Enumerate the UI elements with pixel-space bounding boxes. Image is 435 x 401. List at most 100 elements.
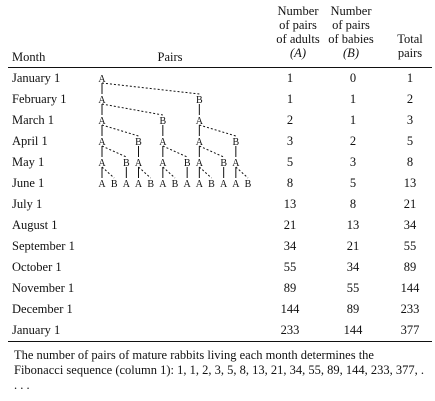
table-row: October 1 55 34 89	[0, 257, 435, 278]
tree-node-baby: B	[208, 179, 215, 190]
babies-cell: 5	[349, 176, 357, 190]
adults-cell: 89	[283, 281, 297, 295]
caption-rule	[8, 341, 432, 342]
tree-node-adult: A	[98, 179, 106, 190]
adults-cell: 34	[283, 239, 297, 253]
table-row: May 1 5 3 8	[0, 152, 435, 173]
header-adults-line-2: of pairs	[279, 18, 317, 32]
tree-edge	[101, 145, 127, 158]
month-cell: September 1	[12, 239, 75, 253]
tree-node-adult: A	[98, 116, 106, 127]
header-adults-line-3: of adults	[276, 32, 320, 46]
adults-cell: 3	[286, 134, 294, 148]
month-cell: October 1	[12, 260, 62, 274]
total-cell: 8	[406, 155, 414, 169]
tree-edge	[199, 124, 236, 137]
tree-node-adult: A	[135, 179, 143, 190]
header-babies: Number of pairs of babies (B)	[320, 4, 382, 60]
header-total-line-2: pairs	[397, 46, 423, 60]
table-row: January 1 233 144 377	[0, 320, 435, 341]
header-rule	[8, 67, 432, 68]
tree-node-adult: A	[196, 137, 204, 148]
caption-text: The number of pairs of mature rabbits li…	[14, 348, 425, 392]
tree-edge	[101, 124, 139, 137]
header-pairs: Pairs	[157, 50, 183, 64]
tree-edge	[101, 103, 163, 116]
adults-cell: 2	[286, 113, 294, 127]
header-adults-line-1: Number	[277, 4, 319, 18]
babies-cell: 144	[343, 323, 363, 337]
total-cell: 377	[400, 323, 420, 337]
total-cell: 34	[403, 218, 417, 232]
tree-node-adult: A	[98, 95, 106, 106]
tree-edge	[101, 166, 115, 179]
tree-node-adult: A	[220, 179, 228, 190]
tree-node-adult: A	[159, 158, 167, 169]
total-cell: 2	[406, 92, 414, 106]
adults-cell: 5	[286, 155, 294, 169]
total-cell: 21	[403, 197, 417, 211]
rabbit-family-tree: AA BA B AA B A A BA B A A B A B AA B A A B A B A A B A A B	[98, 74, 251, 190]
babies-cell: 1	[349, 113, 357, 127]
tree-edge	[235, 166, 249, 179]
babies-cell: 2	[349, 134, 357, 148]
babies-cell: 89	[346, 302, 360, 316]
tree-node-adult: A	[232, 179, 240, 190]
babies-cell: 3	[349, 155, 357, 169]
tree-node-baby: B	[184, 158, 191, 169]
tree-node-adult: A	[196, 179, 204, 190]
tree-edge	[162, 166, 176, 179]
month-cell: February 1	[12, 92, 67, 106]
table-row: March 1 2 1 3	[0, 110, 435, 131]
babies-cell: 55	[346, 281, 360, 295]
month-cell: August 1	[12, 218, 58, 232]
month-cell: January 1	[12, 71, 61, 85]
tree-node-baby: B	[111, 179, 118, 190]
tree-node-adult: A	[98, 158, 106, 169]
total-cell: 144	[400, 281, 420, 295]
table-row: August 1 21 13 34	[0, 215, 435, 236]
month-cell: May 1	[12, 155, 45, 169]
total-cell: 3	[406, 113, 414, 127]
tree-node-adult: A	[159, 137, 167, 148]
tree-node-adult: A	[135, 158, 143, 169]
adults-cell: 8	[286, 176, 294, 190]
adults-cell: 21	[283, 218, 297, 232]
babies-cell: 1	[349, 92, 357, 106]
month-cell: December 1	[12, 302, 73, 316]
table-row: February 1 1 1 2	[0, 89, 435, 110]
tree-node-baby: B	[159, 116, 166, 127]
adults-cell: 1	[286, 71, 294, 85]
tree-node-adult: A	[196, 116, 204, 127]
table-row: September 1 34 21 55	[0, 236, 435, 257]
tree-node-baby: B	[123, 158, 130, 169]
tree-edge	[162, 145, 188, 158]
babies-cell: 21	[346, 239, 360, 253]
tree-edge	[138, 166, 152, 179]
total-cell: 5	[406, 134, 414, 148]
tree-node-baby: B	[196, 95, 203, 106]
tree-node-adult: A	[123, 179, 131, 190]
tree-node-baby: B	[220, 158, 227, 169]
header-month: Month	[12, 50, 46, 64]
adults-cell: 233	[280, 323, 300, 337]
table-row: December 1 144 89 233	[0, 299, 435, 320]
total-cell: 1	[406, 71, 414, 85]
month-cell: June 1	[12, 176, 45, 190]
table-row: June 1 8 5 13	[0, 173, 435, 194]
header-total-line-1: Total	[397, 32, 423, 46]
babies-cell: 0	[349, 71, 357, 85]
adults-cell: 144	[280, 302, 300, 316]
month-cell: March 1	[12, 113, 54, 127]
total-cell: 13	[403, 176, 417, 190]
total-cell: 55	[403, 239, 417, 253]
babies-cell: 34	[346, 260, 360, 274]
tree-edge	[198, 166, 212, 179]
header-babies-symbol: (B)	[343, 46, 359, 60]
tree-edge	[199, 145, 224, 158]
tree-node-adult: A	[98, 74, 106, 85]
tree-node-adult: A	[159, 179, 167, 190]
month-cell: July 1	[12, 197, 43, 211]
header-babies-line-1: Number	[330, 4, 372, 18]
